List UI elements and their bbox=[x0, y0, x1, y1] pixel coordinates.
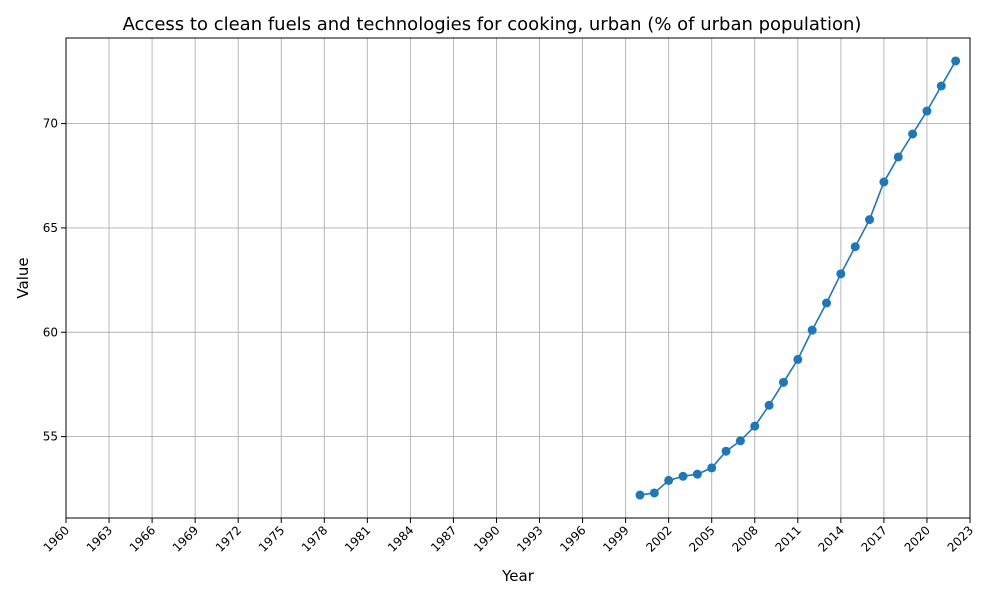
y-tick-label: 60 bbox=[43, 325, 58, 339]
y-tick-label: 55 bbox=[43, 430, 58, 444]
data-point bbox=[721, 446, 731, 456]
x-tick-label: 1972 bbox=[213, 523, 244, 554]
data-point bbox=[649, 488, 659, 498]
x-axis-label: Year bbox=[501, 567, 535, 585]
x-tick-label: 1993 bbox=[514, 523, 545, 554]
y-tick-label: 65 bbox=[43, 221, 58, 235]
x-tick-label: 2023 bbox=[945, 523, 976, 554]
x-tick-label: 2020 bbox=[902, 523, 933, 554]
y-axis-label: Value bbox=[14, 257, 32, 298]
chart-title: Access to clean fuels and technologies f… bbox=[123, 14, 862, 35]
x-tick-label: 2017 bbox=[859, 523, 890, 554]
data-point bbox=[750, 421, 760, 431]
data-point bbox=[893, 152, 903, 162]
x-tick-label: 1960 bbox=[41, 523, 72, 554]
data-point bbox=[778, 377, 788, 387]
x-tick-label: 1996 bbox=[557, 523, 588, 554]
x-tick-label: 2005 bbox=[686, 523, 717, 554]
plot-frame bbox=[65, 37, 971, 519]
data-point bbox=[822, 298, 832, 308]
data-point bbox=[836, 269, 846, 279]
x-tick-label: 1963 bbox=[84, 523, 115, 554]
data-point bbox=[879, 177, 889, 187]
x-tick-label: 2014 bbox=[815, 523, 846, 554]
data-point bbox=[692, 469, 702, 479]
data-point bbox=[908, 129, 918, 139]
x-tick-label: 1966 bbox=[127, 523, 158, 554]
x-tick-label: 1999 bbox=[600, 523, 631, 554]
grid bbox=[65, 38, 971, 518]
data-point bbox=[735, 436, 745, 446]
x-tick-label: 1987 bbox=[428, 523, 459, 554]
x-tick-label: 1984 bbox=[385, 523, 416, 554]
data-point bbox=[850, 242, 860, 252]
x-tick-label: 1981 bbox=[342, 523, 373, 554]
data-point bbox=[764, 400, 774, 410]
x-tick-label: 1969 bbox=[170, 523, 201, 554]
data-point bbox=[865, 215, 875, 225]
x-tick-label: 1978 bbox=[299, 523, 330, 554]
x-tick-label: 1975 bbox=[256, 523, 287, 554]
data-point bbox=[635, 490, 645, 500]
data-point bbox=[707, 463, 717, 473]
x-tick-label: 2002 bbox=[643, 523, 674, 554]
data-point bbox=[936, 81, 946, 91]
x-tick-label: 2011 bbox=[772, 523, 803, 554]
y-tick-label: 70 bbox=[43, 117, 58, 131]
data-point bbox=[664, 475, 674, 485]
series-layer bbox=[635, 56, 961, 500]
data-point bbox=[922, 106, 932, 116]
data-point bbox=[678, 471, 688, 481]
x-tick-label: 2008 bbox=[729, 523, 760, 554]
axes: 1960 1963 1966 1969 1972 1975 1978 1981 1984 1987… bbox=[41, 37, 976, 555]
data-point bbox=[807, 325, 817, 335]
x-tick-label: 1990 bbox=[471, 523, 502, 554]
data-point bbox=[951, 56, 961, 66]
data-point bbox=[793, 354, 803, 364]
